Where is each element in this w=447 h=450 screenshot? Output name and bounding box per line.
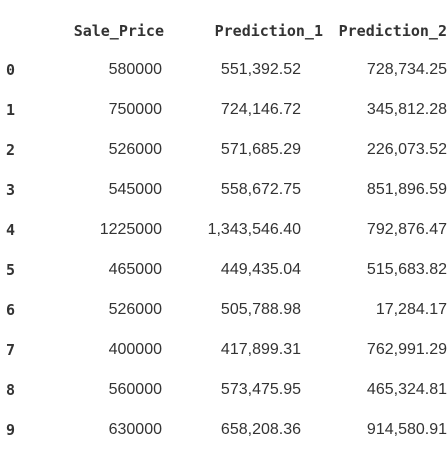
cell-prediction-1: 551,392.52	[220, 61, 301, 78]
cell-prediction-1: 658,208.36	[220, 421, 301, 438]
table-row: 4 1225000 1,343,546.40 792,876.47	[0, 210, 447, 250]
column-header-prediction-1: Prediction_1	[214, 22, 323, 40]
table-row: 3 545000 558,672.75 851,896.59	[0, 170, 447, 210]
cell-sale-price: 526000	[108, 141, 162, 158]
cell-prediction-2: 728,734.25	[366, 61, 447, 78]
header-row: Sale_Price Prediction_1 Prediction_2	[0, 12, 447, 50]
row-index: 1	[6, 101, 16, 119]
cell-sale-price: 526000	[108, 301, 162, 318]
cell-prediction-1: 1,343,546.40	[207, 221, 301, 238]
dataframe-table: Sale_Price Prediction_1 Prediction_2 0 5…	[0, 12, 447, 450]
cell-prediction-2: 851,896.59	[366, 181, 447, 198]
cell-sale-price: 465000	[108, 261, 162, 278]
table-row: 6 526000 505,788.98 17,284.17	[0, 290, 447, 330]
column-header-prediction-2: Prediction_2	[338, 22, 447, 40]
row-index: 6	[6, 301, 16, 319]
cell-prediction-2: 515,683.82	[366, 261, 447, 278]
cell-prediction-1: 571,685.29	[220, 141, 301, 158]
row-index: 7	[6, 341, 16, 359]
cell-prediction-2: 762,991.29	[366, 341, 447, 358]
index-column-header	[0, 12, 28, 50]
row-index: 9	[6, 421, 16, 439]
table-row: 5 465000 449,435.04 515,683.82	[0, 250, 447, 290]
cell-prediction-1: 724,146.72	[220, 101, 301, 118]
cell-sale-price: 1225000	[99, 221, 162, 238]
cell-sale-price: 630000	[108, 421, 162, 438]
table-row: 9 630000 658,208.36 914,580.91	[0, 410, 447, 450]
table-row: 1 750000 724,146.72 345,812.28	[0, 90, 447, 130]
cell-sale-price: 580000	[108, 61, 162, 78]
table-row: 8 560000 573,475.95 465,324.81	[0, 370, 447, 410]
cell-prediction-1: 558,672.75	[220, 181, 301, 198]
cell-sale-price: 750000	[108, 101, 162, 118]
cell-prediction-2: 226,073.52	[366, 141, 447, 158]
cell-prediction-1: 573,475.95	[220, 381, 301, 398]
table-row: 2 526000 571,685.29 226,073.52	[0, 130, 447, 170]
cell-prediction-1: 417,899.31	[220, 341, 301, 358]
cell-prediction-2: 465,324.81	[366, 381, 447, 398]
row-index: 5	[6, 261, 16, 279]
cell-prediction-1: 449,435.04	[220, 261, 301, 278]
cell-sale-price: 400000	[108, 341, 162, 358]
row-index: 4	[6, 221, 16, 239]
row-index: 0	[6, 61, 16, 79]
table-row: 0 580000 551,392.52 728,734.25	[0, 50, 447, 90]
cell-prediction-2: 17,284.17	[375, 301, 447, 318]
row-index: 3	[6, 181, 16, 199]
cell-prediction-2: 914,580.91	[366, 421, 447, 438]
cell-prediction-2: 345,812.28	[366, 101, 447, 118]
cell-prediction-2: 792,876.47	[366, 221, 447, 238]
table-body: 0 580000 551,392.52 728,734.25 1 750000 …	[0, 50, 447, 450]
table-row: 7 400000 417,899.31 762,991.29	[0, 330, 447, 370]
row-index: 2	[6, 141, 16, 159]
cell-prediction-1: 505,788.98	[220, 301, 301, 318]
table-header: Sale_Price Prediction_1 Prediction_2	[0, 12, 447, 50]
cell-sale-price: 545000	[108, 181, 162, 198]
cell-sale-price: 560000	[108, 381, 162, 398]
row-index: 8	[6, 381, 16, 399]
column-header-sale-price: Sale_Price	[73, 22, 164, 40]
